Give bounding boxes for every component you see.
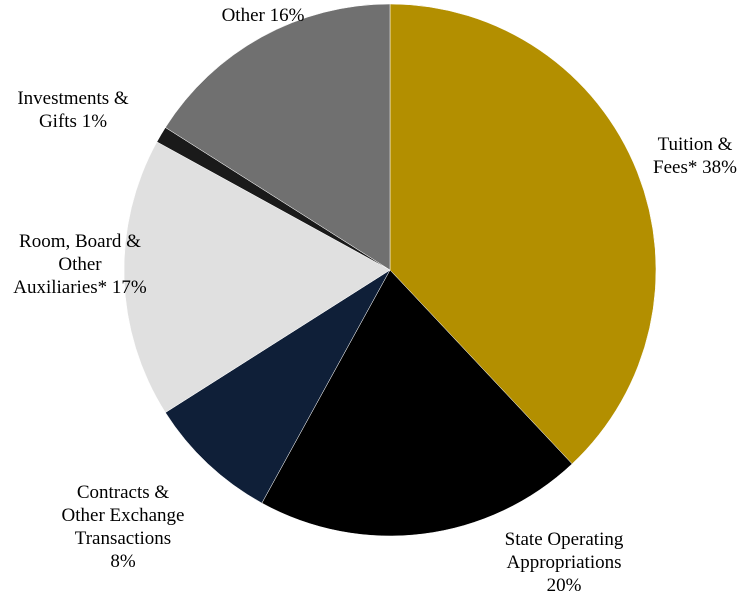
category-label: Contracts & Other Exchange Transactions: [61, 482, 185, 549]
value-label: 16%: [269, 5, 305, 26]
category-label: Investments & Gifts: [17, 88, 129, 132]
pie-slice: [389, 3, 657, 465]
slice-label: Room, Board & Other Auxiliaries* 17%: [10, 230, 150, 299]
slice-label: State Operating Appropriations 20%: [494, 528, 634, 597]
pie-slice: [261, 269, 573, 537]
value-label: 8%: [110, 551, 136, 572]
category-label: Tuition & Fees*: [653, 134, 733, 178]
slice-label: Tuition & Fees* 38%: [643, 133, 748, 179]
value-label: 20%: [546, 575, 582, 596]
value-label: 17%: [111, 277, 147, 298]
pie-slice: [165, 3, 391, 271]
category-label: Room, Board & Other Auxiliaries*: [13, 231, 141, 298]
pie-slice: [165, 269, 391, 504]
slice-label: Other 16%: [203, 4, 323, 27]
value-label: 38%: [702, 157, 737, 178]
slice-label: Investments & Gifts 1%: [13, 87, 133, 133]
slice-label: Contracts & Other Exchange Transactions …: [61, 481, 186, 573]
pie-slice: [123, 141, 391, 413]
value-label: 1%: [81, 111, 108, 132]
category-label: State Operating Appropriations: [504, 529, 624, 573]
category-label: Other: [221, 5, 265, 26]
